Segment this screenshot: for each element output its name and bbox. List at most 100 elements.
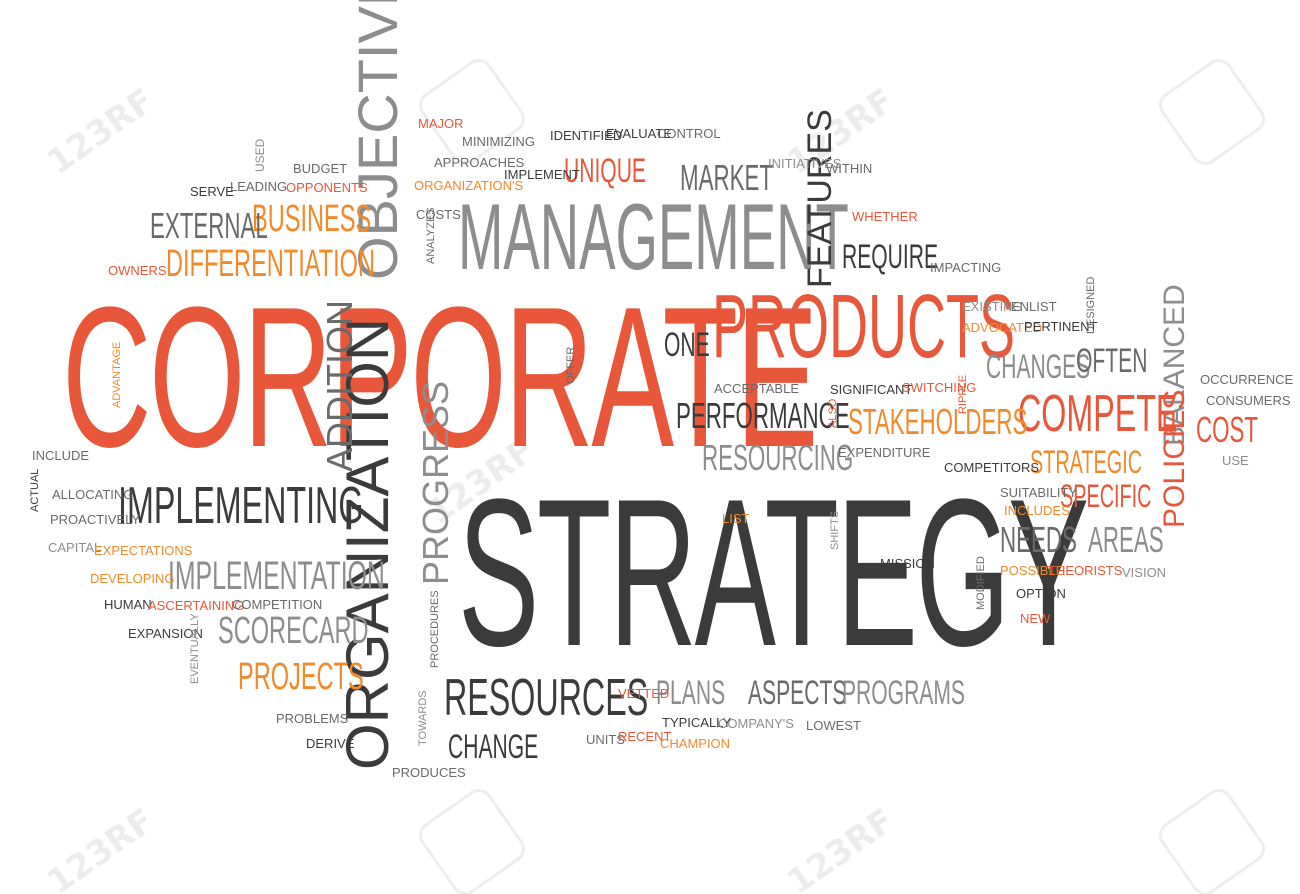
word-occurrence: OCCURRENCE — [1200, 372, 1294, 387]
word-control: CONTROL — [657, 126, 721, 141]
word-programs: PROGRAMS — [842, 674, 965, 712]
word-needs: NEEDS — [1000, 519, 1077, 560]
word-offer: OFFER — [565, 346, 577, 384]
word-consumers: CONSUMERS — [1206, 393, 1291, 408]
word-often: OFTEN — [1076, 342, 1148, 380]
watermark-icon — [413, 53, 531, 171]
watermark-logo: 123RF — [780, 800, 902, 894]
word-advocated: ADVOCATED — [962, 320, 1042, 335]
word-typically: TYPICALLY — [662, 715, 732, 730]
word-strategy: STRATEGY — [458, 455, 1089, 690]
word-expenditure: EXPENDITURE — [838, 445, 931, 460]
word-option: OPTION — [1016, 586, 1066, 601]
word-corporate: CORPORATE — [62, 266, 818, 489]
word-approaches: APPROACHES — [434, 155, 525, 170]
word-champion: CHAMPION — [660, 736, 731, 751]
word-impacting: IMPACTING — [930, 260, 1002, 275]
word-identified: IDENTIFIED — [550, 128, 623, 143]
word-eventually: EVENTUALLY — [189, 613, 201, 684]
word-unique: UNIQUE — [564, 152, 646, 190]
word-stakeholders: STAKEHOLDERS — [848, 401, 1028, 442]
word-competition: COMPETITION — [232, 597, 323, 612]
word-enlist: ENLIST — [1011, 299, 1057, 314]
word-whether: WHETHER — [852, 209, 918, 224]
word-initiatives: INITIATIVES — [768, 156, 842, 171]
word-cost: COST — [1196, 409, 1259, 450]
word-shifts: SHIFTS — [829, 510, 841, 550]
word-resourcing: RESOURCING — [702, 437, 854, 478]
word-towards: TOWARDS — [417, 690, 429, 746]
word-implement: IMPLEMENT — [504, 167, 580, 182]
word-significant: SIGNIFICANT — [830, 382, 913, 397]
word-market: MARKET — [680, 157, 774, 198]
word-one: ONE — [664, 326, 710, 364]
word-also: ALSO — [827, 398, 839, 428]
word-capital: CAPITAL — [48, 540, 102, 555]
word-within: WITHIN — [826, 161, 873, 176]
word-suitability: SUITABILITY — [1000, 485, 1078, 500]
word-allocating: ALLOCATING — [52, 487, 134, 502]
word-includes: INCLUDES — [1004, 503, 1070, 518]
watermark-logo: 123RF — [40, 80, 162, 183]
word-competitors: COMPETITORS — [944, 460, 1040, 475]
word-performance: PERFORMANCE — [676, 395, 850, 436]
word-changes: CHANGES — [986, 348, 1091, 386]
word-major: MAJOR — [418, 116, 464, 131]
word-proactively: PROACTIVELY — [50, 512, 141, 527]
word-management: MANAGEMENT — [458, 184, 849, 289]
word-expansion: EXPANSION — [128, 626, 203, 641]
word-opponents: OPPONENTS — [286, 180, 368, 195]
word-scorecard: SCORECARD — [218, 610, 369, 652]
watermark-logo: 123RF — [40, 800, 162, 894]
word-ascertaining: ASCERTAINING — [148, 598, 245, 613]
word-external: EXTERNAL — [150, 205, 268, 246]
word-units: UNITS — [586, 732, 625, 747]
word-problems: PROBLEMS — [276, 711, 349, 726]
word-aspects: ASPECTS — [748, 674, 847, 712]
word-modified: MODIFIED — [975, 556, 987, 610]
word-companys: COMPANY'S — [718, 716, 794, 731]
word-pertinent: PERTINENT — [1024, 319, 1098, 334]
word-strategic: STRATEGIC — [1030, 444, 1143, 480]
word-differentiation: DIFFERENTIATION — [166, 243, 375, 285]
word-evaluate: EVALUATE — [606, 126, 672, 141]
word-require: REQUIRE — [842, 238, 939, 276]
word-implementation: IMPLEMENTATION — [168, 554, 385, 598]
word-analyzes: ANALYZES — [425, 207, 437, 264]
word-business: BUSINESS — [252, 198, 372, 240]
word-actual: ACTUAL — [29, 468, 41, 512]
word-developing: DEVELOPING — [90, 571, 175, 586]
word-areas: AREAS — [1088, 519, 1164, 560]
word-designed: DESIGNED — [1085, 276, 1097, 334]
word-ripple: RIPPLE — [957, 374, 969, 414]
word-resources: RESOURCES — [444, 669, 649, 727]
word-theorists: THEORISTS — [1048, 563, 1123, 578]
word-acceptable: ACCEPTABLE — [714, 381, 800, 396]
word-list: LIST — [722, 511, 750, 526]
word-expectations: EXPECTATIONS — [94, 543, 193, 558]
watermark-icon — [413, 783, 531, 894]
word-plans: PLANS — [656, 674, 726, 712]
word-new: NEW — [1020, 611, 1051, 626]
word-used: USED — [253, 138, 267, 172]
word-use: USE — [1222, 453, 1249, 468]
word-budget: BUDGET — [293, 161, 348, 176]
word-mission: MISSION — [880, 556, 935, 571]
word-vision: VISION — [1122, 565, 1167, 580]
word-compete: COMPETE — [1018, 385, 1178, 443]
word-existing: EXISTING — [962, 299, 1023, 314]
word-features: FEATURES — [801, 109, 839, 288]
word-projects: PROJECTS — [238, 656, 364, 698]
word-serve: SERVE — [190, 184, 234, 199]
word-include: INCLUDE — [32, 448, 90, 463]
word-switching: SWITCHING — [902, 380, 977, 395]
word-human: HUMAN — [104, 597, 152, 612]
word-costs: COSTS — [416, 207, 461, 222]
word-addition: ADDITION — [319, 299, 360, 472]
word-organizations: ORGANIZATION'S — [414, 178, 524, 193]
word-possible: POSSIBLE — [1000, 563, 1065, 578]
word-lowest: LOWEST — [806, 718, 861, 733]
word-progress: PROGRESS — [415, 380, 456, 585]
word-produces: PRODUCES — [392, 765, 466, 780]
